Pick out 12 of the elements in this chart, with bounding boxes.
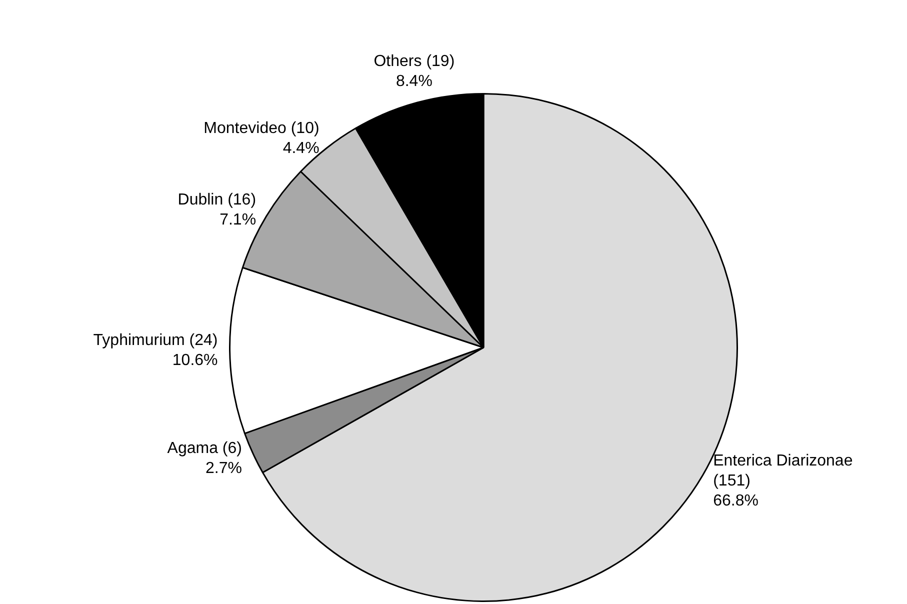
slice-label: Dublin (16): [178, 191, 256, 208]
slice-label: Enterica Diarizonae (151): [713, 452, 853, 490]
data-label: 2.7%: [206, 460, 242, 477]
data-label: 8.4%: [396, 73, 432, 90]
slice-label: Others (19): [374, 53, 455, 70]
data-label: 7.1%: [220, 211, 256, 228]
data-label: 10.6%: [172, 352, 218, 370]
slice-label: Agama (6): [167, 440, 242, 457]
data-label: 4.4%: [282, 140, 320, 157]
slice-label: Typhimurium (24): [93, 332, 218, 350]
data-label: 66.8%: [713, 492, 758, 510]
slice-label: Montevideo (10): [204, 120, 320, 137]
